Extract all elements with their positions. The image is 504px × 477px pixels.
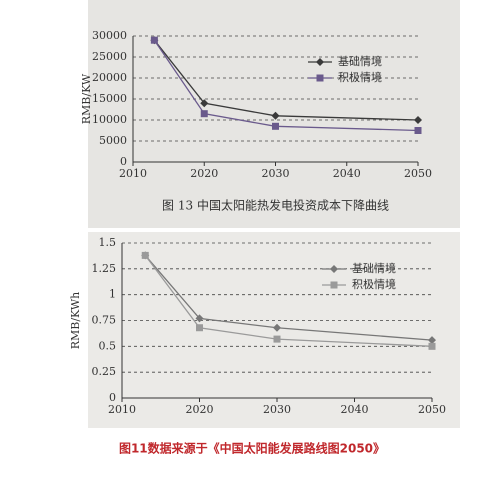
legend-label: 基础情境: [338, 54, 382, 68]
legend-label: 基础情境: [352, 261, 396, 275]
marker: [271, 111, 280, 120]
marker: [273, 323, 281, 332]
x-tick-label: 2050: [404, 167, 432, 180]
x-tick-label: 2020: [186, 403, 214, 416]
x-tick-label: 2050: [418, 403, 446, 416]
y-tick-label: 30000: [92, 29, 127, 42]
marker: [200, 110, 208, 118]
y-tick-label: 0.75: [92, 314, 117, 327]
y-tick-label: 25000: [92, 50, 127, 63]
y-tick-label: 5000: [99, 134, 127, 147]
marker: [195, 314, 204, 323]
y-tick-label: 20000: [92, 71, 127, 84]
series-line: [153, 39, 419, 132]
marker: [200, 99, 209, 108]
series-line: [153, 39, 419, 121]
y-tick-label: 1.25: [92, 262, 117, 275]
marker: [330, 265, 338, 273]
photo-background: [88, 232, 460, 428]
series-line: [144, 255, 433, 347]
x-tick-label: 2010: [108, 403, 136, 416]
source-caption: 图11数据来源于《中国太阳能发展路线图2050》: [119, 441, 385, 456]
x-tick-label: 2040: [333, 167, 361, 180]
y-tick-label: 10000: [92, 113, 127, 126]
x-tick-label: 2040: [341, 403, 369, 416]
x-tick-label: 2030: [262, 167, 290, 180]
y-axis-label: RMB/KWh: [69, 292, 82, 350]
marker: [196, 324, 203, 332]
y-tick-label: 0.25: [92, 365, 117, 378]
marker: [273, 335, 281, 343]
marker: [272, 122, 279, 130]
marker: [316, 74, 324, 82]
marker: [414, 116, 422, 124]
marker: [428, 342, 436, 350]
x-tick-label: 2030: [263, 403, 291, 416]
series-line: [144, 254, 433, 341]
marker: [428, 336, 436, 345]
marker: [330, 281, 338, 289]
y-tick-label: 0: [109, 391, 116, 404]
x-tick-label: 2010: [119, 167, 147, 180]
legend-label: 积极情境: [338, 70, 382, 84]
legend-label: 积极情境: [352, 277, 396, 291]
y-tick-label: 1.5: [99, 236, 117, 249]
y-tick-label: 0.5: [99, 339, 117, 352]
marker: [316, 58, 324, 66]
y-tick-label: 0: [120, 155, 127, 168]
y-axis-label: RMB/KW: [80, 73, 93, 124]
x-tick-label: 2020: [190, 167, 218, 180]
marker: [150, 36, 158, 44]
figure-caption: 图 13 中国太阳能热发电投资成本下降曲线: [162, 198, 389, 213]
y-tick-label: 15000: [92, 92, 127, 105]
marker: [141, 251, 149, 259]
y-tick-label: 1: [109, 288, 116, 301]
marker: [414, 127, 422, 134]
